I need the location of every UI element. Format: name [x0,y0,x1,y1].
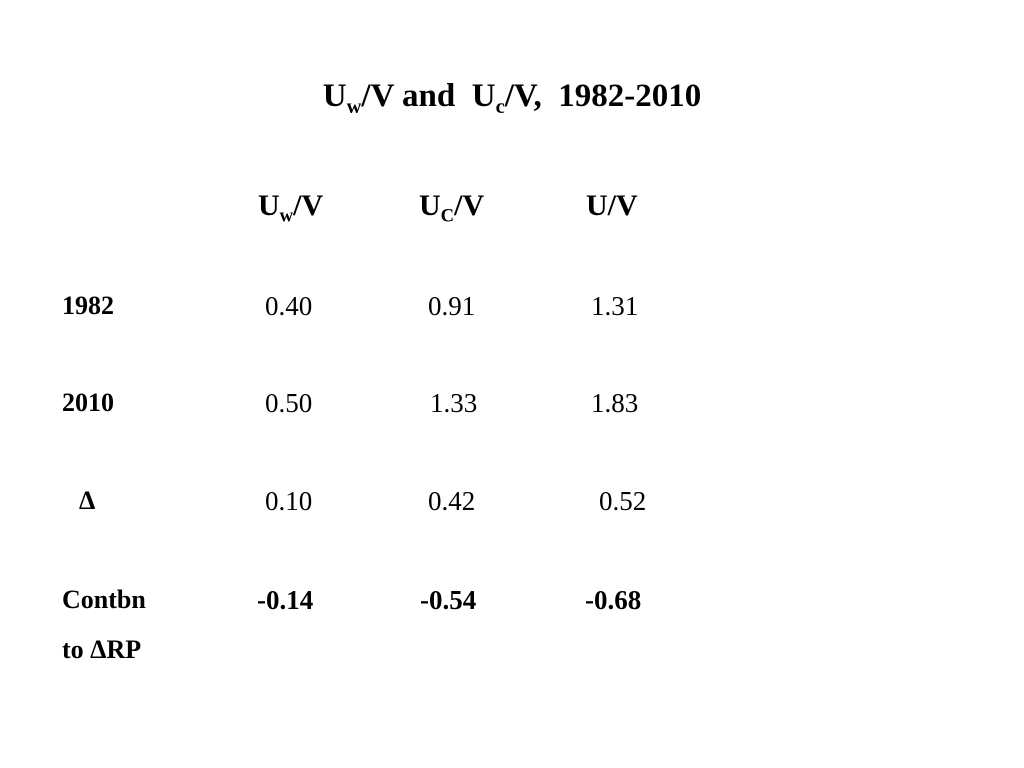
cell-contbn-u: -0.68 [585,585,642,615]
page-title: Uw/V and Uc/V, 1982-2010 [0,72,1024,120]
title-u-w: Uw/V and [322,78,456,119]
row-label-1982: 1982 [62,291,114,320]
cell-contbn-uw: -0.14 [257,585,314,615]
cell-2010-uw: 0.50 [265,388,313,418]
column-header-uw: Uw/V [258,189,324,227]
title-u-c: Uc/V, [471,78,542,119]
title-years: 1982-2010 [558,78,702,114]
cell-contbn-uc: -0.54 [420,585,477,615]
cell-1982-uw: 0.40 [265,291,313,321]
cell-delta-uw: 0.10 [265,486,313,516]
column-header-uc: UC/V [419,189,485,227]
cell-delta-uc: 0.42 [428,486,476,516]
cell-1982-uc: 0.91 [428,291,476,321]
row-label-contbn-line1: Contbn [62,585,146,614]
cell-2010-uc: 1.33 [430,388,478,418]
cell-delta-u: 0.52 [599,486,647,516]
row-label-contbn-line2: to ΔRP [62,635,142,664]
row-label-delta: Δ [79,486,96,515]
column-header-u: U/V [586,189,638,222]
row-label-2010: 2010 [62,388,114,417]
cell-1982-u: 1.31 [591,291,639,321]
cell-2010-u: 1.83 [591,388,639,418]
